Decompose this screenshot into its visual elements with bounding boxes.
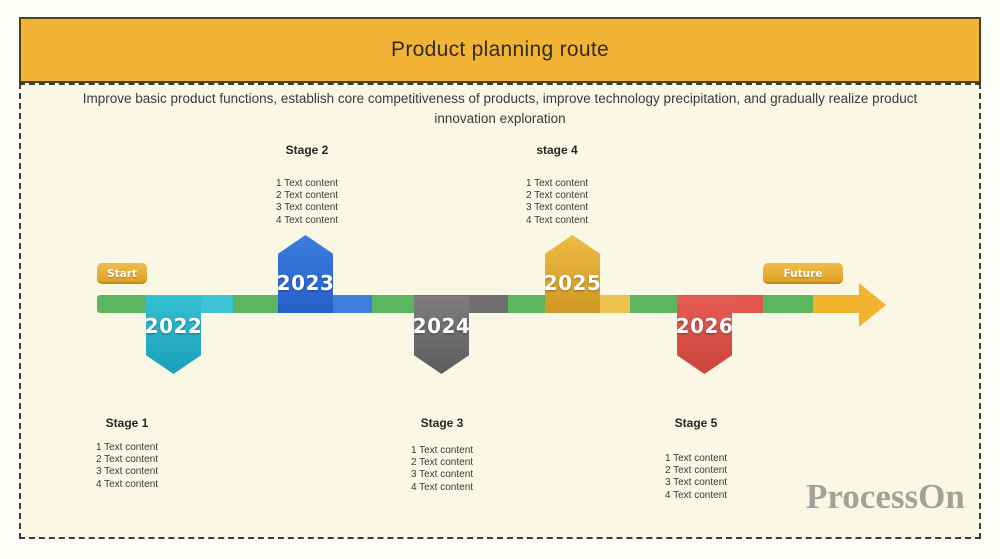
stage-title: Stage 3 <box>420 416 464 430</box>
stage-title: stage 4 <box>536 143 578 157</box>
stage-item: 1 Text content <box>664 453 728 464</box>
year-label: 2023 <box>276 271 335 295</box>
stage-item: 1 Text content <box>525 178 589 189</box>
stage-title: Stage 5 <box>674 416 718 430</box>
stage-item: 3 Text content <box>664 477 728 489</box>
year-label: 2026 <box>675 314 734 338</box>
stage-title: Stage 1 <box>105 416 149 430</box>
year-label: 2025 <box>543 271 602 295</box>
stage-item-list: 1 Text content 2 Text content 3 Text con… <box>665 453 727 502</box>
stage-item: 1 Text content <box>275 178 339 189</box>
stage-item: 4 Text content <box>95 478 159 490</box>
title-banner: Product planning route <box>19 17 981 83</box>
stage-item-list: 1 Text content 2 Text content 3 Text con… <box>96 442 158 491</box>
stage-block-4: stage 4 1 Text content 2 Text content 3 … <box>495 143 619 228</box>
stage-item: 3 Text content <box>275 202 339 214</box>
stage-title: Stage 2 <box>285 143 329 157</box>
stage-item: 3 Text content <box>95 466 159 478</box>
stage-item: 4 Text content <box>275 214 339 226</box>
stage-item: 3 Text content <box>525 202 589 214</box>
page-title: Product planning route <box>391 38 609 61</box>
start-badge: Start <box>97 263 147 284</box>
stage-item: 3 Text content <box>410 469 474 481</box>
processon-watermark: ProcessOn <box>806 477 965 516</box>
stage-block-5: Stage 5 1 Text content 2 Text content 3 … <box>634 416 758 503</box>
milestone-2022: 2022 <box>146 296 201 374</box>
stage-item: 4 Text content <box>410 481 474 493</box>
stage-block-2: Stage 2 1 Text content 2 Text content 3 … <box>245 143 369 228</box>
stage-item: 2 Text content <box>275 190 339 202</box>
year-label: 2022 <box>144 314 203 338</box>
stage-item: 4 Text content <box>664 489 728 501</box>
stage-item-list: 1 Text content 2 Text content 3 Text con… <box>276 178 338 227</box>
diagram-subtitle: Improve basic product functions, establi… <box>82 91 918 127</box>
stage-item-list: 1 Text content 2 Text content 3 Text con… <box>526 178 588 227</box>
stage-item: 2 Text content <box>664 465 728 477</box>
milestone-2026: 2026 <box>677 296 732 374</box>
stage-item: 2 Text content <box>95 454 159 466</box>
future-badge: Future <box>763 263 843 284</box>
stage-item: 1 Text content <box>410 445 474 456</box>
arrow-right-icon <box>859 283 886 327</box>
stage-item: 1 Text content <box>95 442 159 453</box>
stage-item: 2 Text content <box>525 190 589 202</box>
milestone-2024: 2024 <box>414 296 469 374</box>
stage-item-list: 1 Text content 2 Text content 3 Text con… <box>411 445 473 494</box>
timeline-arrow-shaft <box>813 295 862 313</box>
stage-item: 4 Text content <box>525 214 589 226</box>
milestone-2025: 2025 <box>545 235 600 313</box>
year-label: 2024 <box>412 314 471 338</box>
stage-block-1: Stage 1 1 Text content 2 Text content 3 … <box>65 416 189 492</box>
milestone-2023: 2023 <box>278 235 333 313</box>
stage-block-3: Stage 3 1 Text content 2 Text content 3 … <box>380 416 504 495</box>
stage-item: 2 Text content <box>410 457 474 469</box>
